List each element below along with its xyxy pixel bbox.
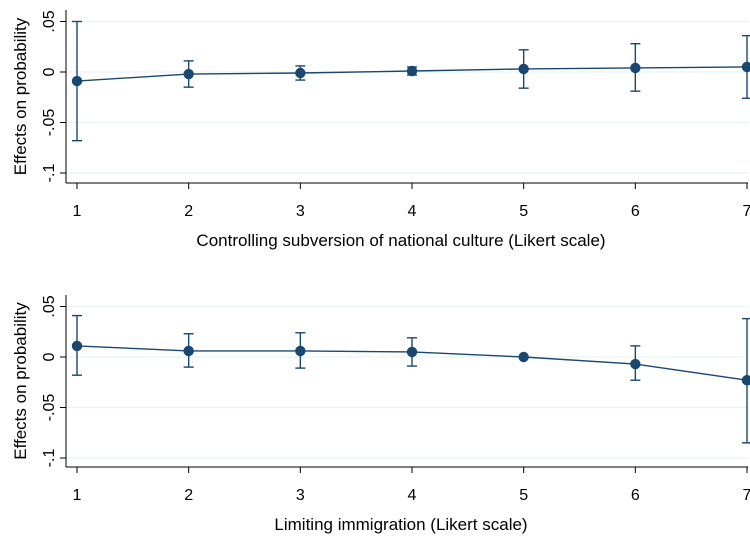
data-point [71,75,83,87]
y-axis-title: Effects on probability [11,17,30,175]
y-tick-label: .05 [41,10,58,32]
x-tick-label: 1 [73,487,82,504]
x-axis-title: Limiting immigration (Likert scale) [274,515,527,534]
chart-panel-2: .05 0 -.05 -.1 1 2 3 4 5 6 7 Limiting immigration (… [11,295,750,534]
y-tick-label: -.05 [41,109,58,137]
data-point [741,375,750,386]
data-point [518,63,529,75]
data-point [406,346,418,358]
x-tick-label: 1 [73,203,82,220]
x-tick-label: 3 [296,203,305,220]
y-tick-label: -.1 [41,449,58,468]
x-tick-label: 2 [184,487,193,504]
x-tick-label: 5 [519,487,528,504]
x-tick-label: 4 [408,203,417,220]
x-tick-label: 7 [743,487,750,504]
y-tick-label: -.1 [41,164,58,183]
chart-panel-1: .05 0 -.05 -.1 1 2 3 4 5 6 7 Controlling subversion… [11,10,750,250]
data-point [406,65,418,77]
x-tick-label: 6 [631,203,640,220]
x-tick-label: 5 [519,203,528,220]
y-tick-label: 0 [41,67,58,76]
data-point [630,62,641,74]
data-point [741,61,750,73]
data-point [71,340,83,352]
x-tick-label: 2 [184,203,193,220]
x-axis-title: Controlling subversion of national cultu… [196,231,605,250]
x-tick-label: 7 [743,203,750,220]
data-point [183,68,194,80]
y-tick-label: .05 [41,295,58,317]
y-tick-label: 0 [41,352,58,361]
x-tick-label: 6 [631,487,640,504]
data-point [295,67,306,79]
x-tick-label: 3 [296,487,305,504]
y-tick-label: -.05 [41,394,58,422]
data-point [295,345,306,357]
data-point [518,351,529,363]
data-point [183,345,194,357]
data-point [630,358,641,370]
y-axis-title: Effects on probability [11,302,30,460]
x-tick-label: 4 [408,487,417,504]
